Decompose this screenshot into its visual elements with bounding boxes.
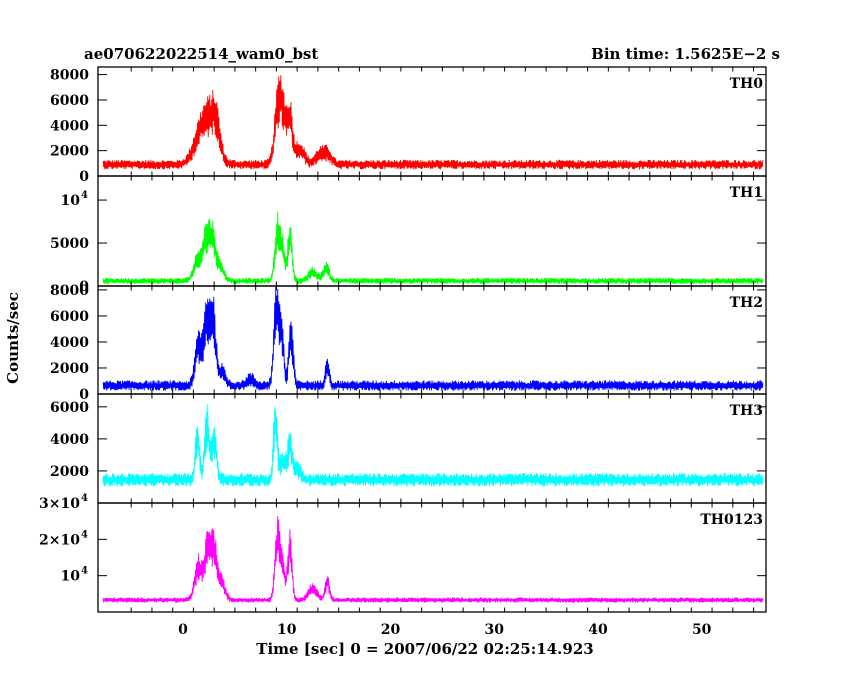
series-th2	[102, 286, 764, 391]
y-tick-label: 2×10	[39, 532, 80, 548]
panel-frame	[97, 502, 767, 613]
panel-th3: 2000 4000 6000 TH3	[50, 393, 767, 504]
panel-label: TH1	[730, 185, 763, 201]
y-tick-label: 6000	[50, 400, 89, 416]
y-tick-label: 8000	[50, 68, 89, 84]
y-tick-label: 6000	[50, 93, 89, 109]
y-tick-label: 2000	[50, 144, 89, 160]
y-tick-label: 10	[61, 569, 81, 585]
x-tick-label: 20	[381, 622, 401, 638]
panel-th1: 0 5000 10 4 TH1	[50, 175, 767, 295]
y-tick-exponent: 4	[81, 190, 88, 201]
y-tick-label: 3×10	[39, 496, 80, 512]
panel-th0: 0 2000 4000 6000 8000 TH0	[50, 66, 767, 185]
chart-title-left: ae070622022514_wam0_bst	[84, 45, 318, 63]
panel-label: TH0123	[700, 512, 763, 528]
chart-title-right: Bin time: 1.5625E−2 s	[591, 45, 780, 63]
series-th0	[102, 75, 764, 170]
y-tick-label: 5000	[50, 236, 89, 252]
y-tick-exponent: 4	[81, 566, 88, 577]
y-axis-label: Counts/sec	[4, 292, 22, 384]
panel-label: TH3	[730, 403, 763, 419]
x-tick-label: 30	[484, 622, 504, 638]
y-tick-exponent: 4	[81, 529, 88, 540]
y-tick-label: 6000	[50, 309, 89, 325]
y-tick-label: 0	[79, 387, 89, 403]
series-th3	[102, 404, 764, 487]
y-tick-label: 2000	[50, 361, 89, 377]
y-tick-exponent: 4	[81, 493, 88, 504]
panel-label: TH0	[730, 76, 764, 92]
y-tick-label: 0	[79, 169, 89, 185]
y-tick-label: 2000	[50, 464, 89, 480]
series-th1	[102, 211, 764, 284]
y-tick-label: 0	[79, 279, 89, 295]
x-tick-label: 0	[178, 622, 188, 638]
series-th0123	[102, 516, 764, 603]
panel-label: TH2	[730, 295, 763, 311]
x-tick-label: 10	[277, 622, 297, 638]
y-tick-label: 4000	[50, 335, 89, 351]
panel-frame	[97, 175, 767, 287]
x-tick-label: 50	[692, 622, 712, 638]
panel-th2: 0 2000 4000 6000 8000 TH2	[50, 283, 767, 403]
x-axis-label: Time [sec] 0 = 2007/06/22 02:25:14.923	[256, 640, 593, 658]
y-tick-label: 4000	[50, 432, 89, 448]
x-tick-labels: 0 10 20 30 40 50	[178, 622, 712, 638]
x-tick-label: 40	[588, 622, 608, 638]
y-tick-label: 10	[61, 193, 81, 209]
y-tick-label: 4000	[50, 118, 89, 134]
y-tick-label: 8000	[50, 283, 89, 299]
